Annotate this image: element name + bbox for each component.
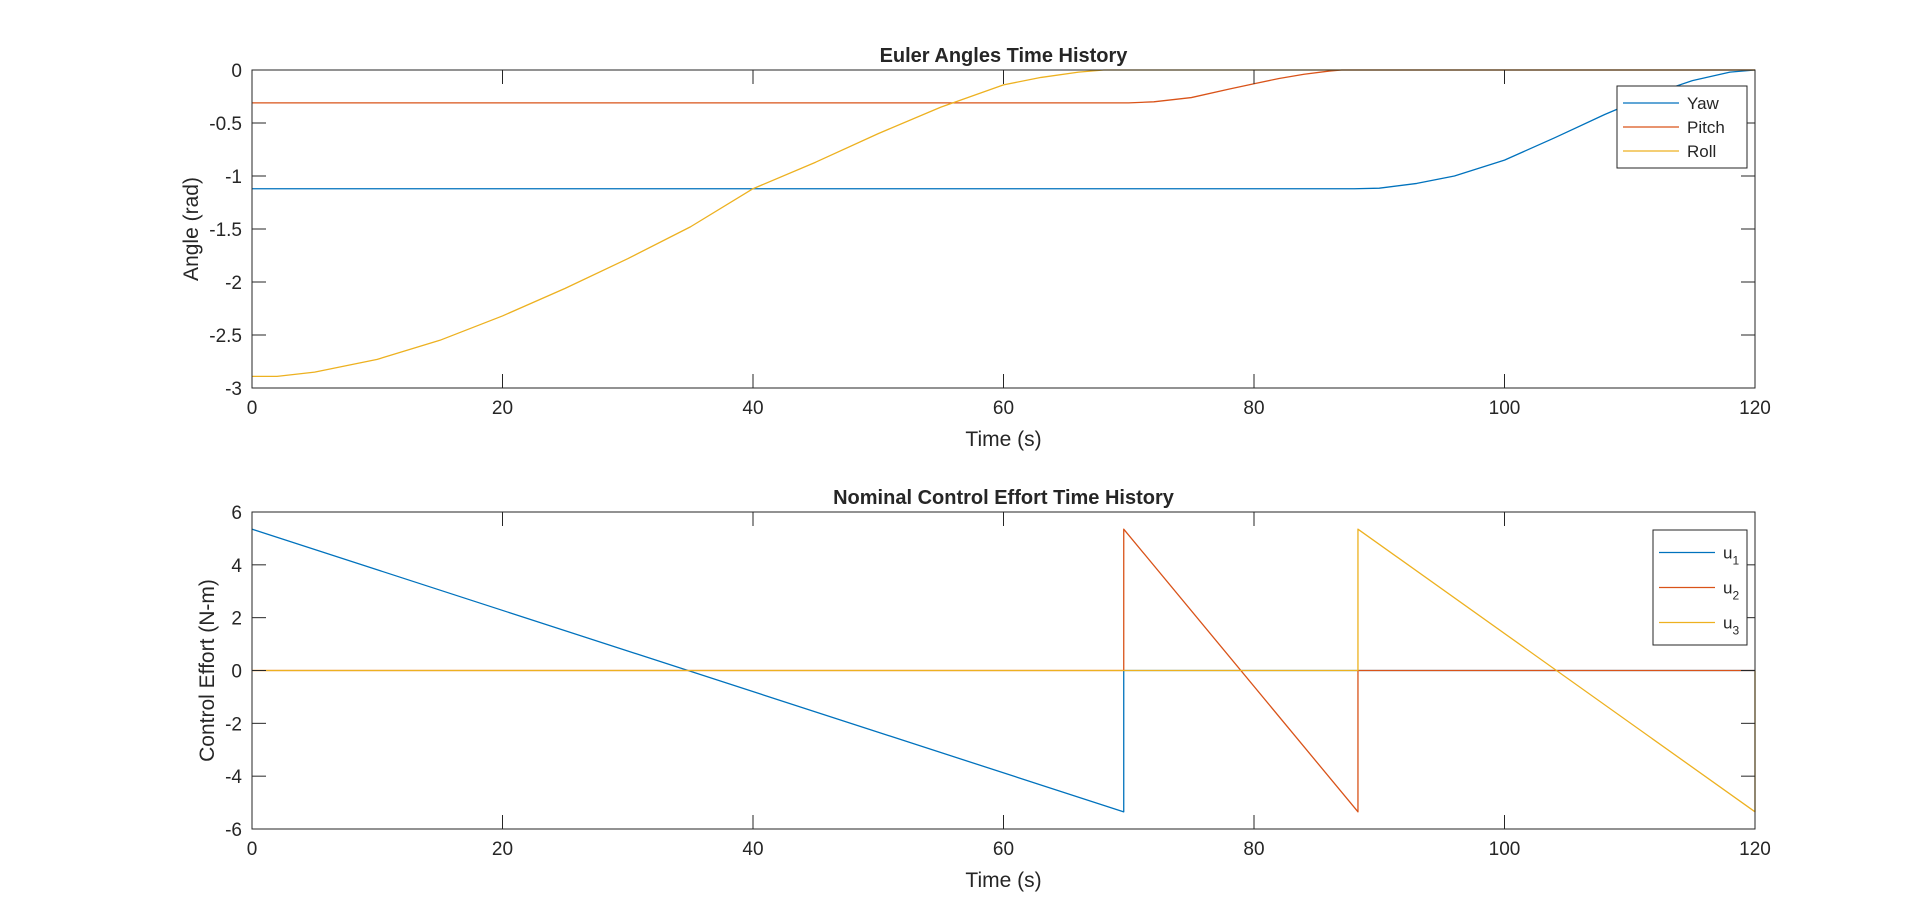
x-tick-label: 80 (1243, 839, 1264, 860)
y-tick-label: -2 (225, 714, 242, 735)
x-tick-label: 60 (993, 398, 1014, 419)
y-tick-label: 0 (231, 61, 242, 82)
x-tick-label: 40 (742, 839, 763, 860)
legend: Yaw Pitch Roll (1616, 85, 1748, 169)
legend-entry: u3 (1723, 614, 1739, 638)
y-tick-label: -3 (225, 379, 242, 400)
x-tick-label: 20 (492, 839, 513, 860)
x-axis-label: Time (s) (965, 869, 1041, 892)
y-tick-label: 4 (231, 556, 242, 577)
x-tick-label: 0 (247, 839, 258, 860)
y-tick-label: -2.5 (209, 326, 242, 347)
series-line-roll (252, 69, 1755, 377)
x-tick-label: 60 (993, 839, 1014, 860)
x-tick-label: 80 (1243, 398, 1264, 419)
y-tick-label: -4 (225, 767, 242, 788)
legend-entry-name: u (1723, 579, 1732, 598)
y-tick-label: 0 (231, 662, 242, 683)
y-tick-label: -1 (225, 167, 242, 188)
legend-entry: Roll (1687, 142, 1716, 161)
legend-entry-name: Roll (1687, 142, 1716, 161)
y-tick-label: -0.5 (209, 114, 242, 135)
y-tick-label: -2 (225, 273, 242, 294)
x-tick-label: 0 (247, 398, 258, 419)
chart-title: Euler Angles Time History (880, 45, 1129, 67)
legend-entry-subscript: 3 (1732, 624, 1739, 638)
legend-entry-subscript: 2 (1732, 589, 1739, 603)
legend-entry-name: Yaw (1687, 94, 1720, 113)
legend-entry: Yaw (1687, 94, 1720, 113)
x-tick-label: 40 (742, 398, 763, 419)
x-tick-label: 120 (1739, 839, 1771, 860)
plot-area (252, 70, 1755, 388)
x-tick-label: 100 (1489, 398, 1521, 419)
chart-1: 0 20 40 60 80 100 120 0 -0.5 -1 -1.5 -2 -2.5 -3 Euler … (180, 45, 1771, 451)
legend-entry: Pitch (1687, 118, 1725, 137)
series-line-yaw (252, 69, 1756, 190)
legend-entry-subscript: 1 (1732, 554, 1739, 568)
x-tick-label: 20 (492, 398, 513, 419)
y-tick-label: -1.5 (209, 220, 242, 241)
y-tick-label: -6 (225, 820, 242, 841)
legend-entry-name: u (1723, 544, 1732, 563)
legend-entry: u1 (1723, 544, 1739, 568)
y-axis-label: Control Effort (N-m) (196, 579, 219, 762)
legend-entry: u2 (1723, 579, 1739, 603)
x-tick-label: 120 (1739, 398, 1771, 419)
y-tick-label: 2 (231, 609, 242, 630)
chart-title: Nominal Control Effort Time History (833, 487, 1175, 509)
x-tick-label: 100 (1489, 839, 1521, 860)
x-axis-label: Time (s) (965, 428, 1041, 451)
y-tick-label: 6 (231, 503, 242, 524)
legend-entry-name: u (1723, 614, 1732, 633)
legend-entry-name: Pitch (1687, 118, 1725, 137)
y-axis-label: Angle (rad) (180, 177, 203, 281)
